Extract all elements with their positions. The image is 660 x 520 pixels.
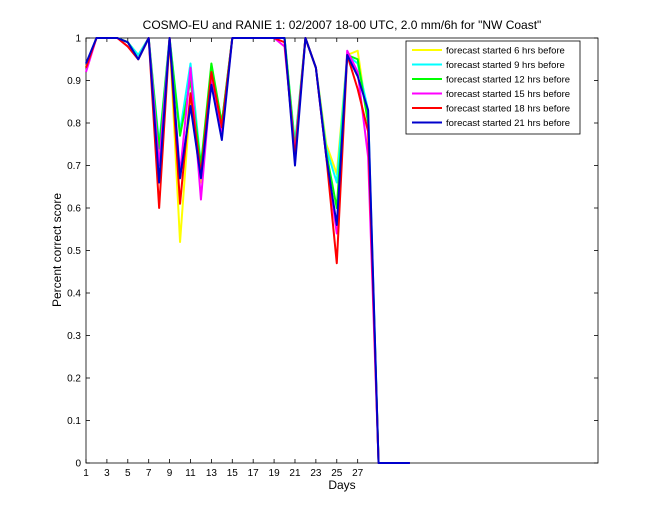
x-tick-label: 19	[269, 468, 281, 479]
y-tick-label: 0.1	[67, 416, 81, 427]
y-tick-label: 0.8	[67, 119, 81, 130]
x-tick-label: 25	[331, 468, 343, 479]
chart-title: COSMO-EU and RANIE 1: 02/2007 18-00 UTC,…	[143, 18, 542, 32]
series-lines	[85, 37, 410, 464]
series-line	[85, 37, 410, 464]
legend: forecast started 6 hrs before forecast st…	[405, 40, 581, 135]
y-tick-label: 0.2	[67, 374, 81, 385]
x-tick-label: 3	[104, 468, 110, 479]
y-tick-label: 0	[75, 459, 81, 470]
legend-box	[405, 40, 581, 135]
x-tick-label: 23	[310, 468, 322, 479]
y-tick-label: 0.3	[67, 331, 81, 342]
legend-label: forecast started 9 hrs before	[446, 60, 565, 71]
y-tick-label: 0.7	[67, 161, 81, 172]
axis-ticks: 1 3 5 7 9 11 13 15 17 19 21 23 25 2700.10.20.30.40.50…	[67, 34, 598, 479]
y-tick-label: 0.6	[67, 204, 81, 215]
y-tick-label: 0.9	[67, 76, 81, 87]
x-tick-label: 21	[289, 468, 301, 479]
x-axis-label: Days	[328, 478, 355, 492]
x-tick-label: 7	[146, 468, 152, 479]
x-tick-label: 11	[185, 468, 196, 479]
x-tick-label: 1	[83, 468, 89, 479]
y-tick-label: 1	[75, 34, 81, 45]
y-axis-label: Percent correct score	[50, 193, 64, 307]
legend-label: forecast started 15 hrs before	[446, 89, 570, 100]
x-tick-label: 5	[125, 468, 131, 479]
x-tick-label: 9	[167, 468, 173, 479]
legend-label: forecast started 18 hrs before	[446, 104, 570, 115]
x-tick-label: 15	[227, 468, 239, 479]
legend-label: forecast started 21 hrs before	[446, 118, 570, 129]
legend-label: forecast started 6 hrs before	[446, 46, 565, 57]
x-tick-label: 27	[352, 468, 364, 479]
x-tick-label: 17	[248, 468, 260, 479]
y-tick-label: 0.5	[67, 246, 81, 257]
legend-label: forecast started 12 hrs before	[446, 75, 570, 86]
x-tick-label: 13	[206, 468, 218, 479]
y-tick-label: 0.4	[67, 289, 81, 300]
